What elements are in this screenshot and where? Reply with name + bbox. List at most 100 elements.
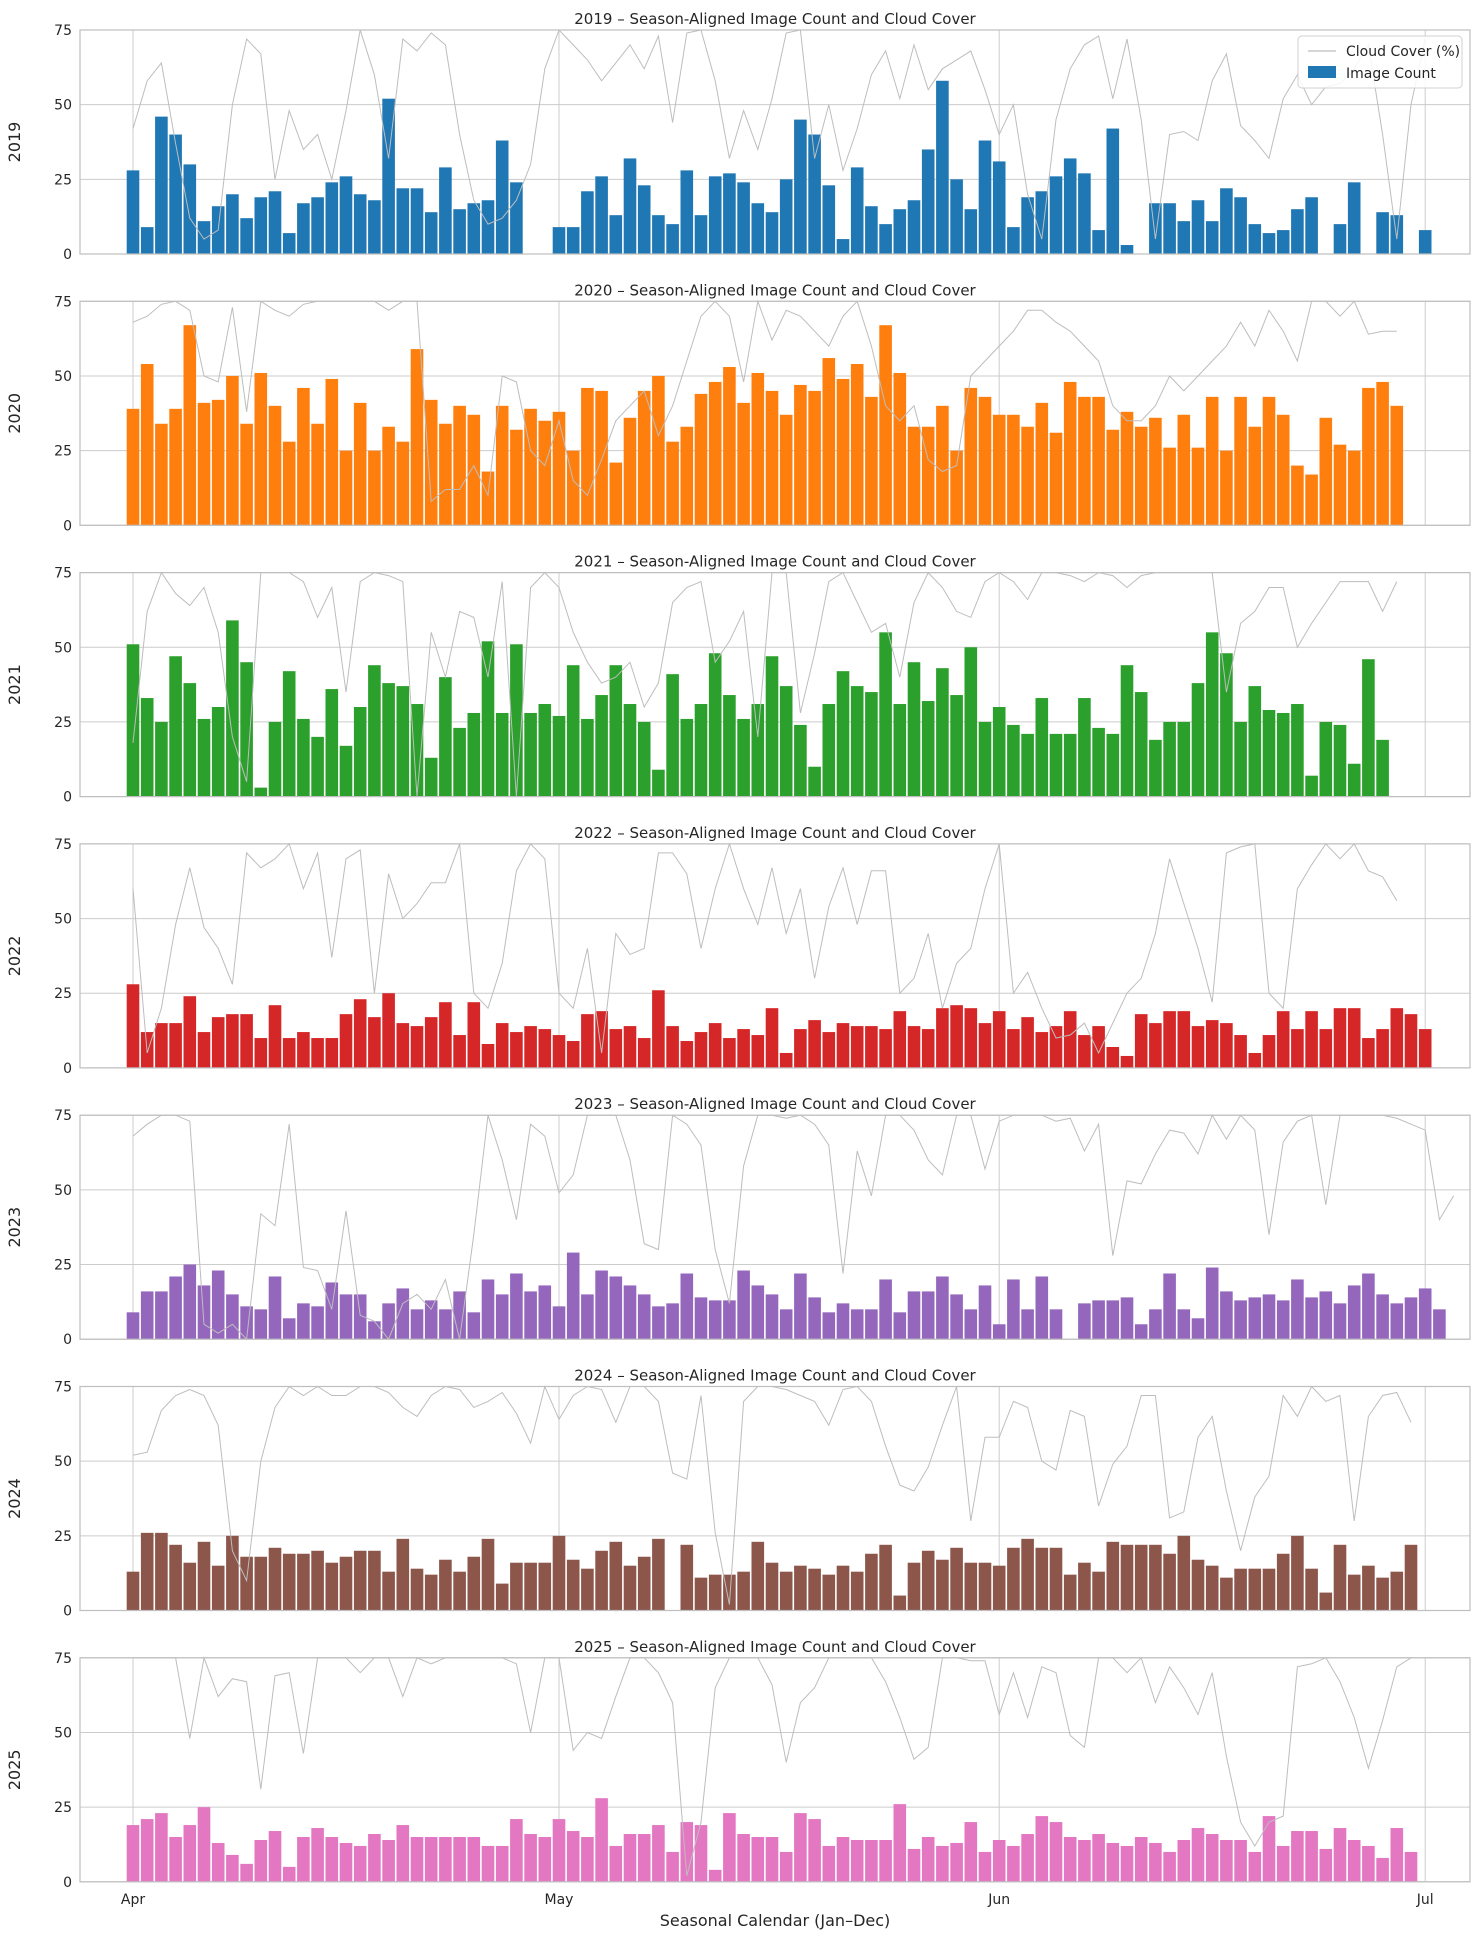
bar-2021-day-26 [495, 712, 509, 797]
bar-2021-day-10 [268, 721, 282, 797]
bar-2025-day-53 [879, 1839, 892, 1882]
bar-2025-day-20 [410, 1837, 424, 1882]
bar-2025-day-18 [382, 1839, 395, 1882]
bar-2024-day-20 [410, 1568, 424, 1611]
bar-2025-day-66 [1063, 1837, 1077, 1882]
bar-2019-day-25 [481, 200, 495, 254]
bar-2020-day-38 [666, 441, 679, 526]
bar-2025-day-28 [524, 1834, 537, 1882]
bar-2025-day-56 [921, 1837, 935, 1882]
bar-2025-day-11 [282, 1866, 296, 1882]
bar-2023-day-79 [1248, 1297, 1262, 1340]
bar-2022-day-89 [1390, 1008, 1404, 1068]
bar-2019-day-11 [282, 233, 296, 254]
bar-2023-day-63 [1021, 1309, 1034, 1340]
bar-2020-day-23 [453, 405, 466, 526]
bar-2022-day-6 [211, 1017, 225, 1068]
bar-2020-day-22 [439, 423, 452, 526]
bar-2025-day-14 [325, 1837, 339, 1882]
bar-2022-day-68 [1092, 1026, 1105, 1068]
bar-2020-day-68 [1092, 396, 1105, 526]
bar-2024-day-21 [424, 1574, 438, 1611]
bar-2022-day-79 [1248, 1052, 1262, 1068]
bar-2019-day-2 [155, 116, 168, 254]
y-tick-label: 75 [54, 294, 72, 310]
bar-2025-day-79 [1248, 1851, 1262, 1882]
bar-2025-day-58 [950, 1842, 963, 1882]
bar-2023-day-55 [907, 1291, 921, 1340]
bar-2023-day-0 [126, 1312, 140, 1340]
bar-2019-day-44 [751, 203, 765, 254]
bar-2020-day-75 [1191, 447, 1205, 526]
bar-2024-day-44 [751, 1541, 765, 1611]
bar-2024-day-19 [396, 1538, 410, 1611]
bar-2019-day-27 [510, 182, 523, 254]
panel-title: 2025 – Season-Aligned Image Count and Cl… [574, 1638, 976, 1656]
bar-2022-day-9 [254, 1038, 268, 1068]
bar-2023-day-57 [936, 1276, 949, 1340]
bar-2020-day-87 [1362, 387, 1375, 526]
bar-2019-day-57 [936, 80, 949, 254]
bar-2025-day-57 [936, 1845, 949, 1882]
bar-2024-day-56 [921, 1550, 935, 1611]
bar-2020-day-3 [169, 408, 182, 526]
bar-2024-day-6 [211, 1565, 225, 1611]
bar-2023-day-80 [1262, 1294, 1276, 1340]
bar-2025-day-34 [609, 1845, 623, 1882]
bar-2020-day-80 [1262, 396, 1276, 526]
bar-2019-day-47 [794, 119, 807, 254]
bar-2021-day-28 [524, 712, 537, 797]
bar-2022-day-71 [1134, 1014, 1148, 1068]
bar-2025-day-7 [226, 1854, 239, 1882]
bar-2020-day-26 [495, 405, 509, 526]
bar-2020-day-59 [964, 387, 978, 526]
bar-2021-day-17 [368, 665, 381, 797]
y-tick-label: 50 [54, 1183, 72, 1199]
bar-2020-day-71 [1134, 426, 1148, 526]
bar-2023-day-41 [708, 1300, 722, 1340]
bar-2023-day-50 [836, 1303, 850, 1340]
bar-2019-day-82 [1291, 209, 1304, 254]
bar-2019-day-9 [254, 197, 268, 254]
bar-2024-day-36 [637, 1556, 651, 1611]
bar-2025-day-8 [240, 1863, 253, 1882]
bar-2021-day-72 [1149, 739, 1162, 797]
bar-2025-day-3 [169, 1837, 182, 1882]
bar-2020-day-83 [1305, 474, 1318, 526]
bar-2024-day-84 [1319, 1592, 1333, 1611]
bar-2024-day-82 [1291, 1535, 1304, 1611]
bar-2022-day-65 [1049, 1026, 1063, 1068]
bar-2023-day-60 [978, 1285, 992, 1340]
bar-2025-day-71 [1134, 1837, 1148, 1882]
bar-2020-day-58 [950, 450, 963, 526]
bar-2023-day-7 [226, 1294, 239, 1340]
panel-title: 2023 – Season-Aligned Image Count and Cl… [574, 1095, 976, 1113]
y-axis-label: 2019 [5, 122, 24, 163]
bar-2022-day-52 [865, 1026, 878, 1068]
panel-title: 2022 – Season-Aligned Image Count and Cl… [574, 824, 976, 842]
bar-2022-day-19 [396, 1023, 410, 1068]
bar-2023-day-16 [353, 1294, 367, 1340]
bar-2025-day-44 [751, 1837, 765, 1882]
bar-2023-day-75 [1191, 1318, 1205, 1340]
bar-2024-day-8 [240, 1556, 253, 1611]
bar-2023-day-88 [1376, 1294, 1389, 1340]
bar-2025-day-36 [637, 1834, 651, 1882]
y-axis-label: 2022 [5, 936, 24, 977]
bar-2019-day-53 [879, 224, 892, 254]
bar-2024-day-50 [836, 1565, 850, 1611]
bar-2019-day-36 [637, 185, 651, 254]
bar-2022-day-81 [1276, 1011, 1290, 1068]
bar-2021-day-21 [424, 757, 438, 797]
bar-2025-day-63 [1021, 1834, 1034, 1882]
bar-2022-day-38 [666, 1026, 679, 1068]
x-tick-jun: Jun [987, 1892, 1010, 1908]
bar-2025-day-30 [552, 1819, 566, 1882]
bar-2022-day-32 [581, 1014, 594, 1068]
bar-2023-day-85 [1333, 1303, 1347, 1340]
bar-2025-day-13 [311, 1828, 324, 1882]
bar-2021-day-66 [1063, 733, 1077, 797]
bar-2020-day-7 [226, 375, 239, 526]
bar-2020-day-51 [850, 364, 864, 526]
bar-2023-day-23 [453, 1291, 466, 1340]
